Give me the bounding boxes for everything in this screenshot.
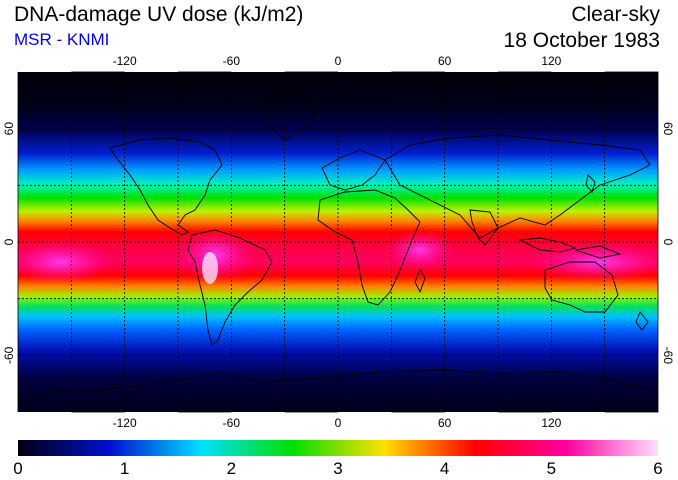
longitude-tick-label: 120 [541, 416, 561, 430]
longitude-ticks-bottom: -120 -60 0 60 120 [113, 416, 562, 430]
frame-segment [231, 70, 285, 72]
sky-condition: Clear-sky [571, 3, 660, 26]
colorbar-tick-label: 2 [227, 459, 236, 478]
longitude-tick-label: 60 [438, 54, 452, 68]
longitude-tick-label: 120 [541, 54, 561, 68]
latitude-tick-label: 0 [2, 238, 16, 245]
longitude-tick-label: 60 [438, 416, 452, 430]
colorbar-tick-label: 4 [440, 459, 449, 478]
latitude-tick-label: -60 [2, 346, 16, 364]
frame-segment [551, 70, 605, 72]
longitude-tick-label: -120 [113, 416, 137, 430]
uv-dose-map [17, 70, 659, 414]
frame-segment [338, 412, 392, 414]
frame-segment [444, 70, 498, 72]
colorbar-tick-label: 6 [653, 459, 662, 478]
colorbar-tick-label: 0 [13, 459, 22, 478]
frame-segment [551, 412, 605, 414]
map-date: 18 October 1983 [503, 29, 660, 52]
frame-segment [231, 412, 285, 414]
longitude-tick-label: -60 [223, 54, 241, 68]
longitude-tick-label: 0 [335, 54, 342, 68]
latitude-ticks-right: 60 0 -60 [661, 122, 675, 364]
graticule [18, 72, 658, 412]
latitude-tick-label: 0 [661, 239, 675, 246]
map-title: DNA-damage UV dose (kJ/m2) [14, 3, 304, 26]
source-label: MSR - KNMI [14, 30, 110, 49]
longitude-ticks-top: -120 -60 0 60 120 [113, 54, 562, 68]
coastlines [18, 91, 658, 401]
frame-segment [18, 412, 72, 414]
latitude-tick-label: -60 [661, 347, 675, 365]
longitude-tick-label: -60 [223, 416, 241, 430]
colorbar-labels: 0 1 2 3 4 5 6 [13, 459, 662, 478]
frame-segment [124, 412, 178, 414]
frame-segment [338, 70, 392, 72]
latitude-tick-label: 60 [2, 122, 16, 136]
latitude-tick-label: 60 [661, 122, 675, 136]
colorbar-tick-label: 5 [547, 459, 556, 478]
frame-segment [444, 412, 498, 414]
longitude-tick-label: -120 [113, 54, 137, 68]
frame-segment [124, 70, 178, 72]
frame-ticks [17, 70, 659, 414]
colorbar-gradient [18, 440, 658, 456]
colorbar [18, 440, 658, 456]
longitude-tick-label: 0 [335, 416, 342, 430]
latitude-ticks-left: 60 0 -60 [2, 122, 16, 364]
colorbar-tick-label: 3 [333, 459, 342, 478]
frame-segment [18, 70, 72, 72]
colorbar-tick-label: 1 [120, 459, 129, 478]
